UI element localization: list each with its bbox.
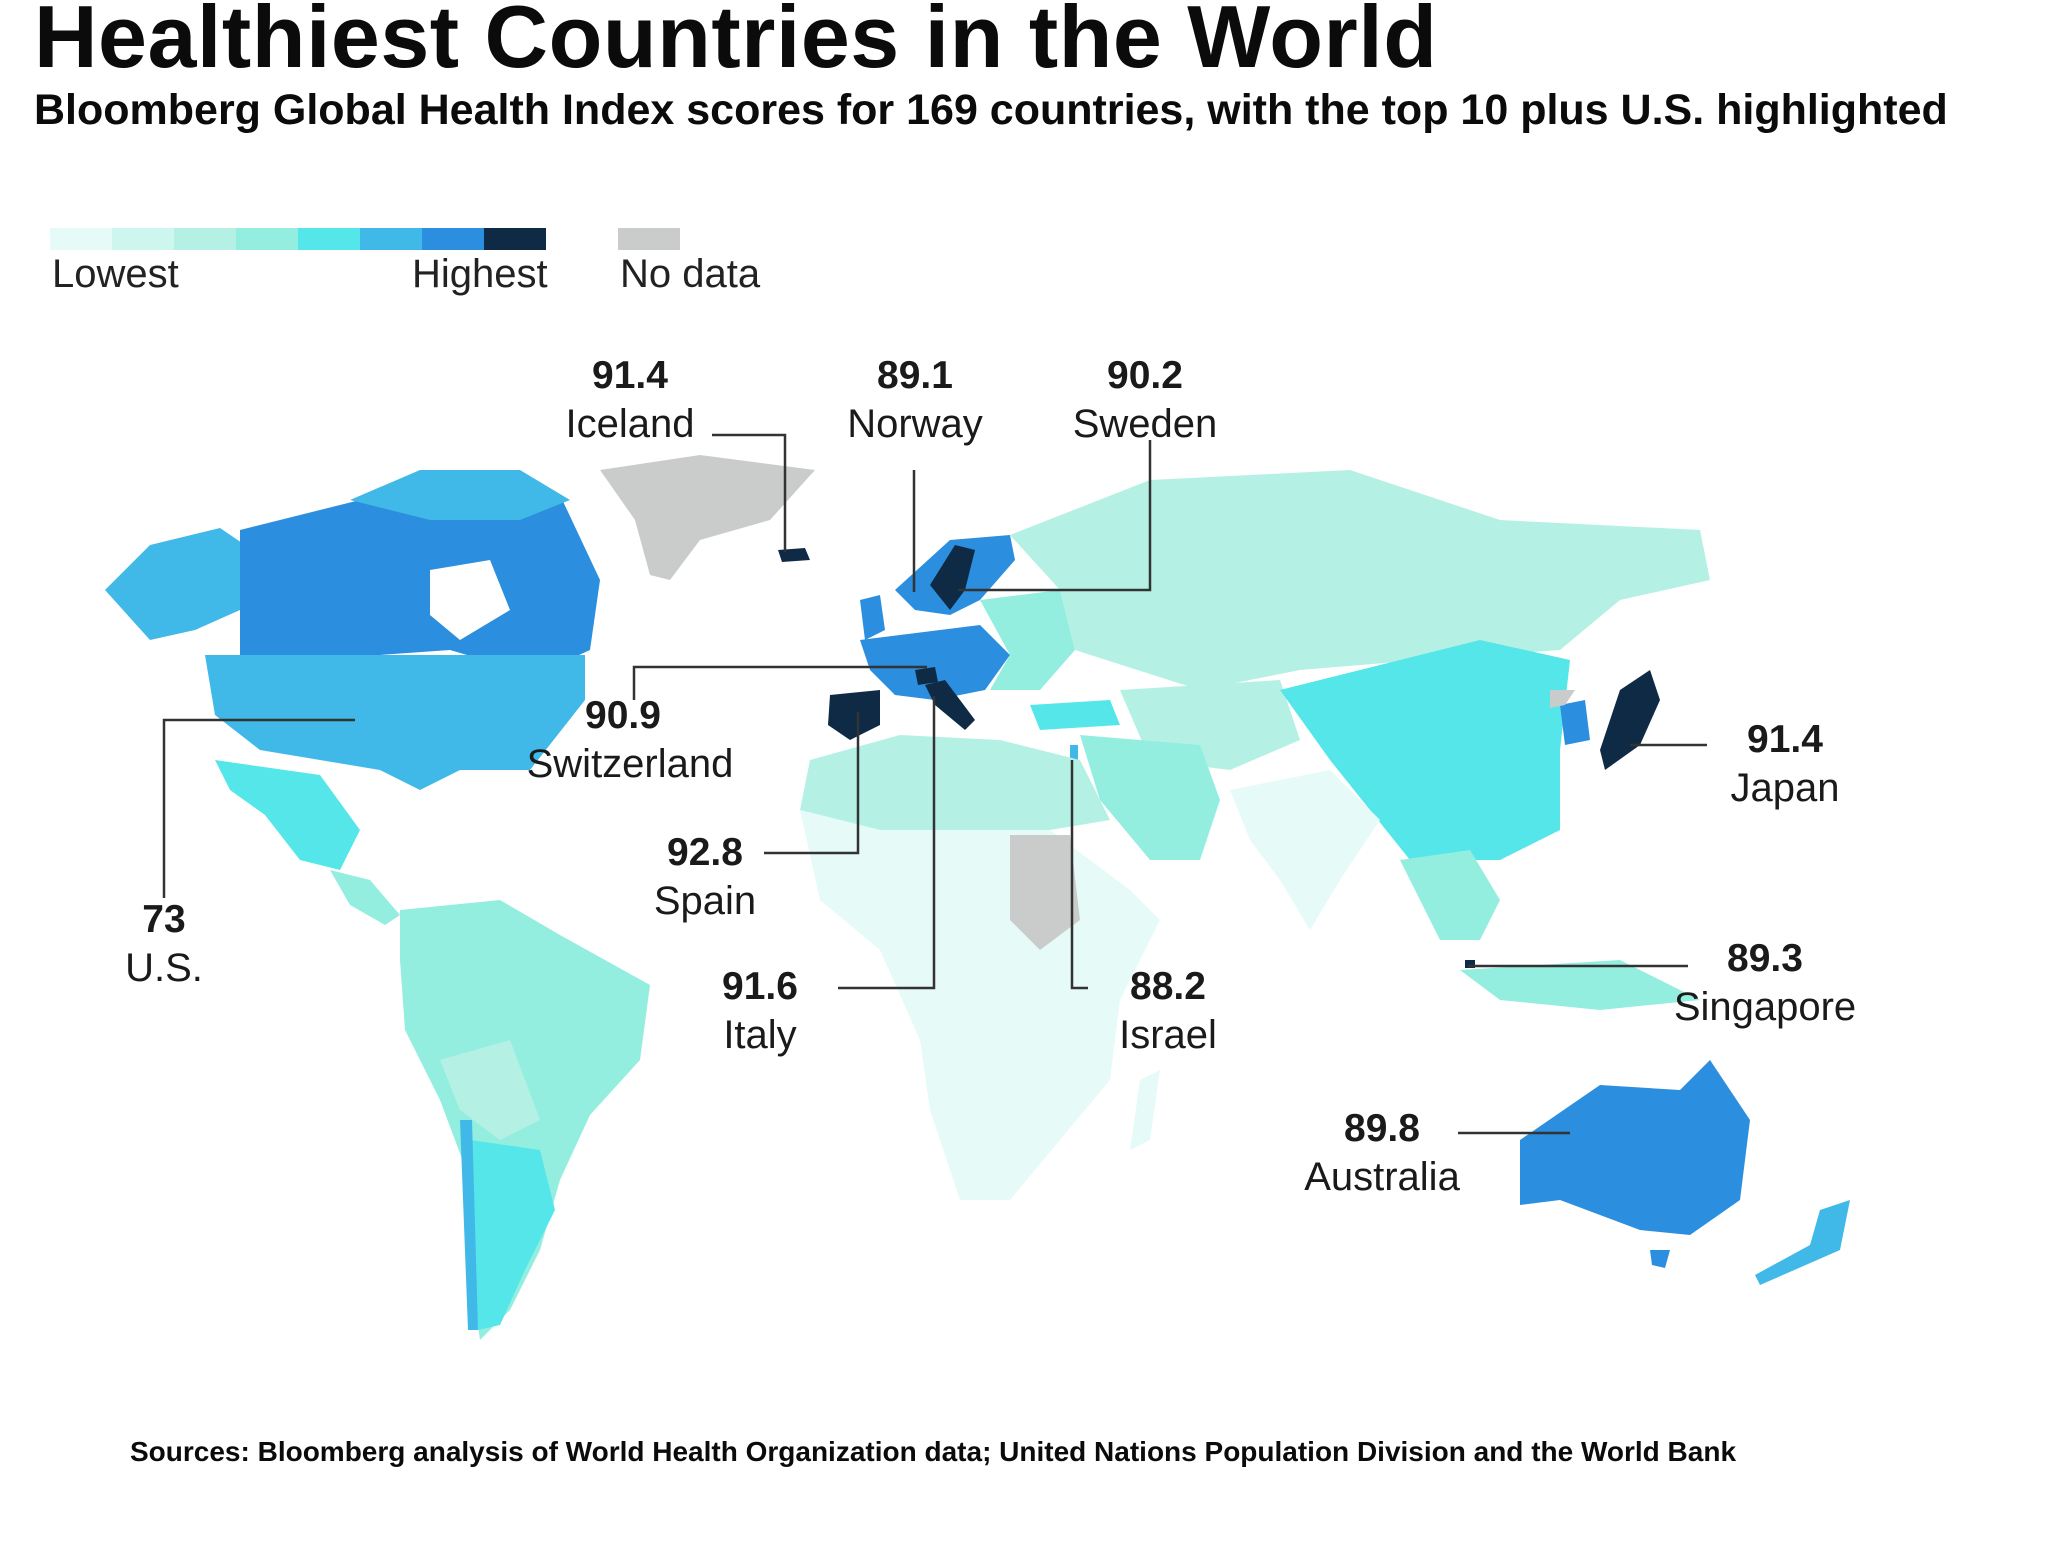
- region-china: [1280, 640, 1570, 860]
- legend-swatch-4: [236, 228, 298, 250]
- callout-iceland: 91.4 Iceland: [555, 353, 705, 449]
- callout-spain: 92.8 Spain: [640, 830, 770, 926]
- callout-japan-name: Japan: [1730, 766, 1840, 810]
- legend-swatch-5: [298, 228, 360, 250]
- callout-switzerland-name: Switzerland: [526, 742, 734, 786]
- callout-singapore-value: 89.3: [1727, 937, 1803, 980]
- callout-iceland-name: Iceland: [565, 402, 695, 446]
- region-middle-east: [1080, 735, 1220, 860]
- legend-swatch-8: [484, 228, 546, 250]
- callout-iceland-value: 91.4: [592, 354, 668, 397]
- callout-switzerland-value: 90.9: [585, 694, 661, 737]
- region-canada-arctic: [350, 470, 570, 520]
- region-eastern-europe: [980, 590, 1075, 690]
- callout-singapore-name: Singapore: [1673, 985, 1857, 1029]
- color-legend: Lowest Highest No data: [50, 228, 760, 296]
- callout-us-value: 73: [142, 898, 186, 941]
- region-north-korea: [1550, 690, 1575, 708]
- callout-israel-name: Israel: [1119, 1013, 1217, 1057]
- leader-spain: [764, 712, 860, 855]
- chart-subtitle: Bloomberg Global Health Index scores for…: [34, 86, 1948, 134]
- callout-italy: 91.6 Italy: [700, 964, 820, 1060]
- legend-swatch-6: [360, 228, 422, 250]
- legend-nodata-swatch: [618, 228, 680, 250]
- region-greenland: [600, 455, 815, 580]
- callout-australia-name: Australia: [1304, 1155, 1460, 1199]
- leader-iceland: [712, 433, 787, 552]
- region-canada: [240, 495, 600, 675]
- leader-israel: [1070, 760, 1088, 990]
- region-indonesia: [1460, 960, 1700, 1010]
- callout-japan: 91.4 Japan: [1720, 717, 1850, 813]
- callout-switzerland: 90.9 Switzerland: [510, 693, 750, 789]
- leader-us: [162, 718, 355, 898]
- callout-israel-value: 88.2: [1130, 965, 1206, 1008]
- callout-italy-value: 91.6: [722, 965, 798, 1008]
- callout-norway-value: 89.1: [877, 354, 953, 397]
- region-tasmania: [1650, 1250, 1670, 1268]
- region-australia: [1520, 1060, 1750, 1235]
- chart-title: Healthiest Countries in the World: [34, 0, 1438, 86]
- legend-nodata-label: No data: [620, 252, 761, 296]
- region-mexico: [215, 760, 360, 870]
- region-argentina: [470, 1140, 555, 1330]
- region-central-america: [330, 870, 400, 925]
- callout-australia-value: 89.8: [1344, 1107, 1420, 1150]
- callout-singapore: 89.3 Singapore: [1660, 936, 1870, 1032]
- leader-lines: [162, 433, 1707, 1135]
- region-madagascar: [1130, 1070, 1160, 1150]
- region-north-africa: [800, 735, 1110, 830]
- region-south-america-interior: [440, 1040, 540, 1140]
- region-switzerland: [915, 667, 938, 685]
- legend-lowest-label: Lowest: [52, 252, 179, 296]
- callout-italy-name: Italy: [723, 1013, 797, 1057]
- callout-norway: 89.1 Norway: [835, 353, 995, 449]
- callout-japan-value: 91.4: [1747, 718, 1823, 761]
- region-new-zealand: [1755, 1200, 1850, 1285]
- region-western-europe: [860, 625, 1010, 700]
- region-korea: [1560, 700, 1590, 745]
- region-iceland: [778, 548, 810, 562]
- region-india: [1230, 770, 1380, 930]
- region-chile: [460, 1120, 478, 1330]
- legend-color-scale: [50, 228, 546, 250]
- legend-swatch-1: [50, 228, 112, 250]
- region-usa: [205, 655, 585, 790]
- region-sweden: [930, 545, 975, 610]
- legend-swatch-3: [174, 228, 236, 250]
- region-southeast-asia: [1400, 850, 1500, 940]
- region-russia: [1010, 470, 1710, 690]
- callout-sweden-name: Sweden: [1072, 402, 1218, 446]
- region-japan: [1600, 670, 1660, 770]
- callout-norway-name: Norway: [847, 402, 983, 446]
- region-turkey: [1030, 700, 1120, 730]
- region-italy: [925, 680, 975, 730]
- callout-spain-name: Spain: [653, 879, 757, 923]
- legend-swatch-7: [422, 228, 484, 250]
- callout-sweden-value: 90.2: [1107, 354, 1183, 397]
- callout-sweden: 90.2 Sweden: [1060, 353, 1230, 449]
- region-hudson-bay: [430, 560, 510, 640]
- region-sudan: [1010, 835, 1080, 950]
- source-note: Sources: Bloomberg analysis of World Hea…: [130, 1436, 1737, 1467]
- leader-sweden: [958, 440, 1152, 592]
- callout-israel: 88.2 Israel: [1108, 964, 1228, 1060]
- region-spain: [828, 690, 880, 740]
- callout-us: 73 U.S.: [114, 897, 214, 993]
- callout-spain-value: 92.8: [667, 831, 743, 874]
- callout-us-name: U.S.: [125, 946, 203, 990]
- region-sub-saharan-africa: [800, 810, 1160, 1200]
- legend-highest-label: Highest: [412, 252, 548, 296]
- leader-switzerland: [632, 665, 927, 700]
- legend-swatch-2: [112, 228, 174, 250]
- leader-italy: [838, 696, 936, 990]
- region-alaska: [105, 528, 245, 640]
- region-uk: [860, 595, 885, 640]
- callout-australia: 89.8 Australia: [1292, 1106, 1472, 1202]
